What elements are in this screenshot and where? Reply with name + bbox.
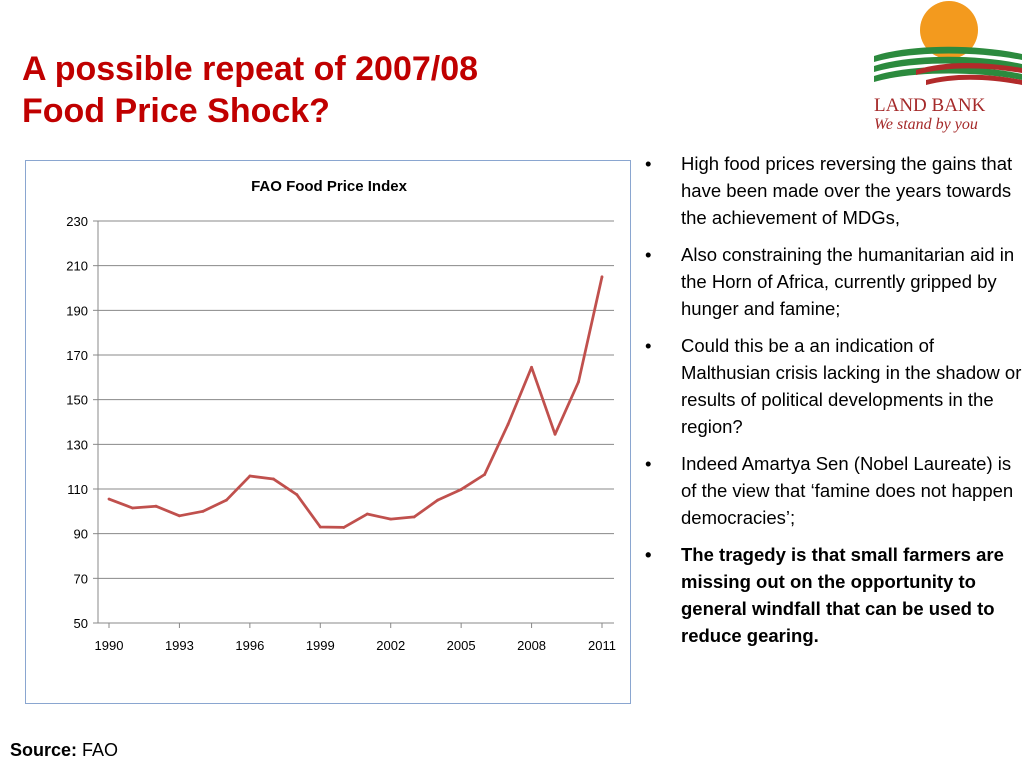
bullet-text: The tragedy is that small farmers are mi… (681, 544, 1004, 646)
bullet-text: Indeed Amartya Sen (Nobel Laureate) is o… (681, 453, 1014, 528)
y-tick-label: 210 (66, 259, 88, 274)
sun-icon (920, 1, 978, 59)
data-point (318, 525, 322, 529)
y-tick-label: 110 (67, 482, 88, 497)
data-point (553, 432, 557, 436)
y-tick-label: 170 (66, 348, 88, 363)
bullet-dot: • (645, 335, 652, 356)
source-note: Source: FAO (10, 740, 118, 761)
y-tick-label: 70 (74, 571, 88, 586)
y-tick-label: 50 (74, 616, 88, 631)
series-line (108, 276, 604, 529)
data-point (154, 504, 158, 508)
fao-food-price-index-chart: FAO Food Price Index 50 70 90 110 130 150 170 1… (66, 178, 616, 653)
x-tick-label: 1993 (165, 638, 194, 653)
bullet-text: Could this be a an indication of Malthus… (681, 335, 1022, 437)
land-bank-logo-graphic: LAND BANK We stand by you (874, 1, 1022, 133)
x-tick-label: 1996 (235, 638, 264, 653)
x-tick-label: 1990 (95, 638, 124, 653)
bullet-text: Also constraining the humanitarian aid i… (681, 244, 1015, 319)
y-tick-label: 230 (66, 214, 88, 229)
source-label: Source: (10, 740, 78, 760)
source-value: FAO (82, 740, 119, 760)
data-point (224, 498, 228, 502)
slide-title-line-1: A possible repeat of 2007/08 (22, 50, 479, 88)
data-point (389, 517, 393, 521)
land-bank-logo: LAND BANK We stand by you (866, 0, 1024, 140)
y-tick-label: 130 (66, 437, 88, 452)
data-point (412, 515, 416, 519)
bullet-item: • High food prices reversing the gains th… (643, 150, 1023, 231)
data-point (342, 526, 346, 529)
x-tick-label: 1999 (306, 638, 335, 653)
bullet-item: • Indeed Amartya Sen (Nobel Laureate) is … (643, 450, 1023, 531)
bullet-dot: • (645, 544, 652, 565)
data-point (271, 477, 275, 481)
data-point (577, 380, 580, 384)
bullet-item: • Could this be a an indication of Malthu… (643, 332, 1023, 440)
bullet-dot: • (645, 244, 652, 265)
data-point (530, 365, 533, 369)
x-tick-label: 2002 (376, 638, 405, 653)
x-tick-label: 2011 (588, 638, 616, 653)
data-point (201, 509, 205, 513)
slide-title: A possible repeat of 2007/08 Food Price … (22, 48, 478, 132)
y-tick-label: 190 (66, 303, 88, 318)
bullet-item: • The tragedy is that small farmers are m… (643, 541, 1023, 649)
x-tick-label: 2008 (517, 638, 546, 653)
y-tick-label: 150 (66, 393, 88, 408)
bullet-item: • Also constraining the humanitarian aid … (643, 241, 1023, 322)
data-point (107, 497, 111, 501)
data-point (295, 493, 299, 496)
data-point (459, 488, 463, 491)
logo-name-text: LAND BANK (874, 95, 986, 116)
data-point (178, 514, 181, 518)
bullet-list: • High food prices reversing the gains th… (643, 150, 1023, 659)
chart-title: FAO Food Price Index (251, 178, 408, 195)
bullet-dot: • (645, 453, 652, 474)
data-point (365, 512, 369, 516)
data-point (600, 275, 604, 279)
logo-tagline-text: We stand by you (874, 116, 978, 133)
chart-container: FAO Food Price Index 50 70 90 110 130 150 170 1… (25, 160, 631, 704)
slide-title-line-2: Food Price Shock? (22, 92, 330, 130)
data-point (248, 474, 252, 478)
data-point (131, 506, 134, 510)
data-point (483, 473, 487, 476)
y-tick-label: 90 (74, 527, 88, 542)
data-point (436, 498, 440, 502)
bullet-text: High food prices reversing the gains tha… (681, 153, 1013, 228)
x-tick-label: 2005 (447, 638, 476, 653)
data-point (506, 422, 510, 426)
bullet-dot: • (645, 153, 652, 174)
